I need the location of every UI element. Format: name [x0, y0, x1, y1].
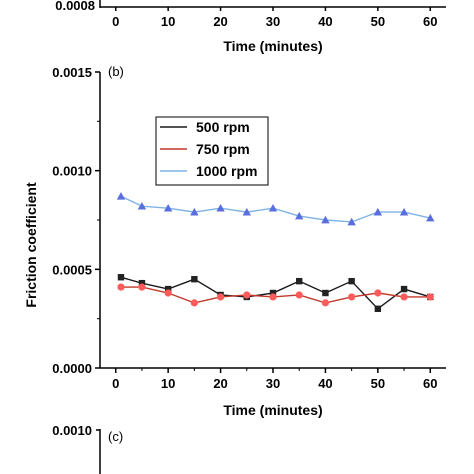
data-point-500-rpm	[191, 276, 198, 283]
data-point-750-rpm	[400, 293, 408, 301]
panel-a-x-tick-label: 40	[318, 14, 332, 29]
legend-box	[155, 116, 269, 186]
panel-b-y-tick-label: 0.0000	[52, 361, 92, 376]
panel-b-x-tick-label: 50	[371, 376, 385, 391]
panel-b-legend: 500 rpm 750 rpm 1000 rpm	[160, 119, 257, 179]
panel-b-label: (b)	[108, 64, 124, 79]
data-point-500-rpm	[164, 285, 172, 293]
panel-b-x-tick-label: 60	[423, 376, 437, 391]
data-point-750-rpm	[243, 291, 251, 299]
data-point-750-rpm	[426, 293, 434, 301]
panel-b-y-tick-label: 0.0015	[52, 65, 92, 80]
data-point-1000-rpm	[116, 192, 126, 200]
panel-a-x-tick-label: 10	[161, 14, 175, 29]
data-point-500-rpm	[348, 277, 355, 285]
panel-a-x-tick-label: 30	[266, 14, 280, 29]
panel-c-label: (c)	[108, 429, 123, 444]
data-point-750-rpm	[374, 289, 382, 297]
data-point-750-rpm	[269, 293, 277, 301]
panel-a-x-ticks: 0 10 20 30 40 50 60	[112, 7, 438, 29]
data-point-750-rpm	[295, 291, 303, 299]
data-point-500-rpm	[322, 289, 329, 297]
data-point-1000-rpm	[242, 207, 251, 216]
panel-a-x-tick-label: 60	[423, 14, 437, 29]
panel-b-x-tick-label: 0	[112, 376, 119, 391]
panel-b-x-axis-title: Time (minutes)	[223, 402, 322, 418]
data-point-1000-rpm	[190, 207, 199, 216]
legend-label-750-rpm: 750 rpm	[196, 141, 250, 157]
panel-b-x-tick-label: 30	[266, 376, 280, 391]
panel-b-x-tick-label: 20	[213, 376, 227, 391]
panel-a-x-tick-label: 0	[112, 14, 119, 29]
legend-label-500-rpm: 500 rpm	[196, 119, 250, 135]
panel-b-y-axis-title: Friction coefficient	[23, 182, 39, 308]
panel-a-y-tick-label: 0.0008	[55, 0, 95, 13]
panel-a-x-axis-title: Time (minutes)	[223, 38, 322, 54]
panel-b-y-tick-label: 0.0010	[52, 164, 92, 179]
data-point-1000-rpm	[137, 201, 147, 210]
data-point-750-rpm	[164, 289, 172, 297]
data-point-1000-rpm	[321, 215, 330, 224]
data-point-750-rpm	[348, 293, 356, 301]
data-point-1000-rpm	[347, 217, 356, 226]
series-750-rpm	[117, 283, 434, 307]
panel-b-x-tick-label: 10	[161, 376, 175, 391]
panel-c: 0.0010 (c)	[52, 423, 123, 474]
panel-b-y-tick-label: 0.0005	[52, 262, 92, 277]
data-point-1000-rpm	[426, 213, 435, 222]
panel-a-x-tick-label: 20	[213, 14, 227, 29]
data-point-1000-rpm	[295, 211, 304, 220]
panel-a-x-tick-label: 50	[371, 14, 385, 29]
data-point-750-rpm	[321, 299, 330, 307]
data-point-750-rpm	[216, 293, 225, 301]
data-point-500-rpm	[269, 289, 277, 297]
data-point-500-rpm	[138, 279, 146, 287]
data-point-1000-rpm	[216, 203, 225, 212]
data-point-1000-rpm	[373, 207, 383, 216]
data-point-750-rpm	[117, 283, 125, 291]
data-point-750-rpm	[138, 283, 146, 291]
panel-a: 0.0008 0 10 20 30 40 50 60 Time (minutes)	[55, 0, 446, 54]
series-1000-rpm	[116, 192, 435, 226]
data-point-1000-rpm	[163, 203, 173, 212]
panel-b-x-tick-label: 40	[318, 376, 332, 391]
data-point-500-rpm	[374, 305, 382, 312]
data-point-500-rpm	[400, 285, 408, 293]
panel-b: (b) Friction coefficient Time (minutes) …	[23, 64, 446, 418]
legend-label-1000-rpm: 1000 rpm	[196, 163, 257, 179]
panel-b-axes: 0.0000 0.0005 0.0010 0.0015 0 10 20 30 40 50 60	[52, 65, 446, 391]
data-point-750-rpm	[190, 299, 198, 307]
panel-c-y-tick-label: 0.0010	[52, 423, 92, 438]
data-point-1000-rpm	[268, 203, 278, 212]
data-point-1000-rpm	[399, 207, 409, 216]
panel-b-series	[116, 192, 435, 312]
data-point-500-rpm	[117, 274, 125, 281]
data-point-500-rpm	[296, 277, 303, 285]
